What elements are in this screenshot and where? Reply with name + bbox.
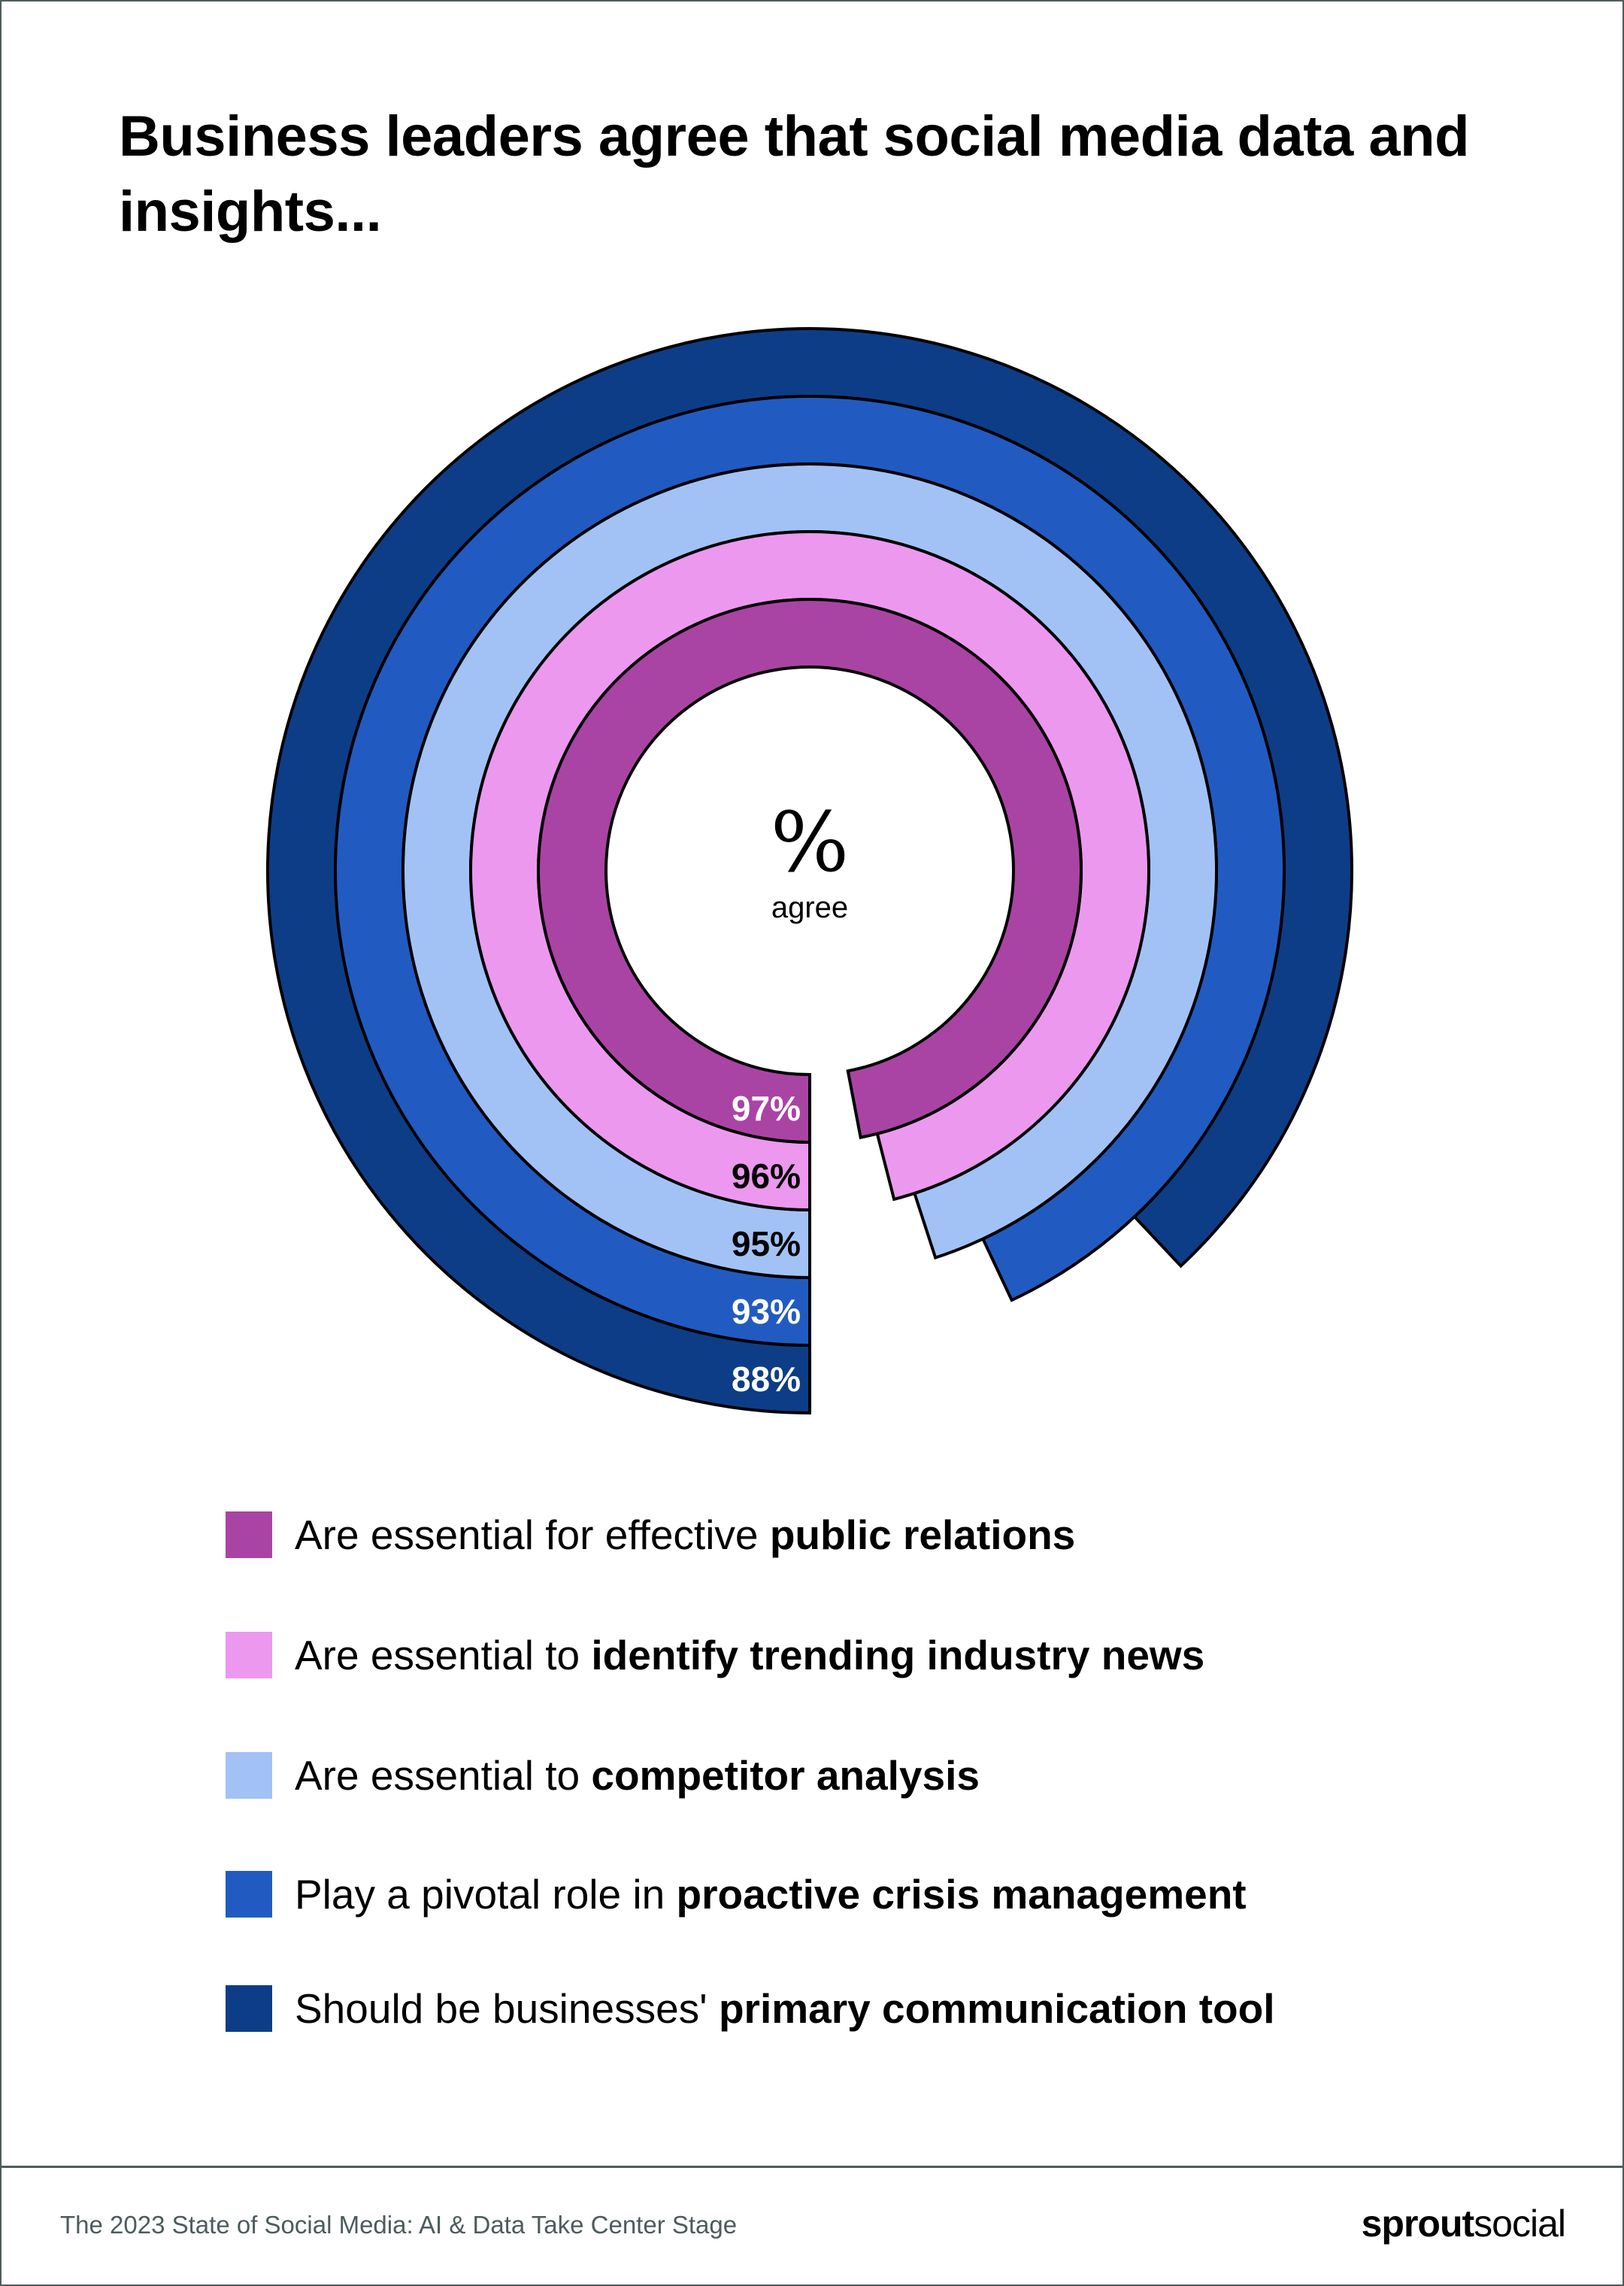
- legend-swatch: [226, 1752, 272, 1799]
- legend-swatch: [226, 1871, 272, 1918]
- legend-item-trending-news: Are essential to identify trending indus…: [226, 1632, 1504, 1678]
- legend-swatch: [226, 1511, 272, 1558]
- ring-bar-97: [537, 598, 1083, 1145]
- ring-value-label: 95%: [732, 1224, 801, 1263]
- logo-bold-part: sprout: [1361, 2203, 1475, 2245]
- chart-title: Business leaders agree that social media…: [119, 105, 1470, 244]
- ring-value-label: 93%: [732, 1292, 801, 1331]
- radial-bar-chart: 97% 96% 95% 93% 88%: [266, 327, 1353, 1415]
- logo-light-part: social: [1474, 2203, 1566, 2245]
- legend-item-public-relations: Are essential for effective public relat…: [226, 1511, 1504, 1558]
- legend-item-competitor-analysis: Are essential to competitor analysis: [226, 1752, 1504, 1799]
- legend-label: Should be businesses' primary communicat…: [295, 1985, 1275, 2032]
- legend-item-crisis-management: Play a pivotal role in proactive crisis …: [226, 1871, 1504, 1918]
- legend-swatch: [226, 1985, 272, 2032]
- center-agree-label: agree: [771, 891, 849, 924]
- ring-value-label: 88%: [732, 1360, 801, 1399]
- ring-value-label: 97%: [732, 1089, 801, 1128]
- legend-swatch: [226, 1632, 272, 1678]
- legend-label: Are essential to competitor analysis: [295, 1752, 980, 1799]
- legend-label: Are essential for effective public relat…: [295, 1511, 1076, 1558]
- legend-item-communication-tool: Should be businesses' primary communicat…: [226, 1985, 1504, 2032]
- legend-label: Are essential to identify trending indus…: [295, 1632, 1205, 1678]
- footer-divider: [0, 2166, 1624, 2168]
- sprout-social-logo: sproutsocial: [1361, 2202, 1566, 2245]
- footer-source: The 2023 State of Social Media: AI & Dat…: [60, 2211, 738, 2239]
- legend-label: Play a pivotal role in proactive crisis …: [295, 1871, 1247, 1918]
- ring-value-label: 96%: [732, 1157, 801, 1196]
- center-percent-symbol: %: [770, 794, 850, 890]
